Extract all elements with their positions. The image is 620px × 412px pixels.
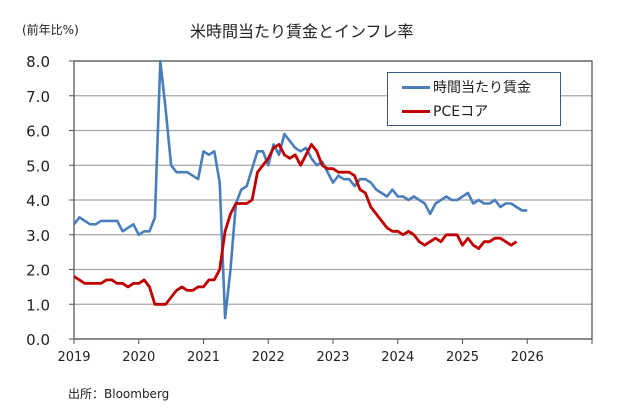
y-tick-label: 5.0 — [26, 157, 50, 175]
source-note: 出所：Bloomberg — [68, 387, 170, 401]
x-tick-label: 2026 — [511, 350, 544, 365]
x-tick-label: 2021 — [187, 350, 220, 365]
x-tick-label: 2020 — [122, 350, 155, 365]
x-tick-label: 2022 — [252, 350, 285, 365]
x-tick-label: 2024 — [381, 350, 414, 365]
legend-swatch-pce — [402, 109, 430, 113]
y-tick-label: 6.0 — [26, 123, 50, 141]
x-tick-label: 2019 — [57, 350, 90, 365]
legend-swatch-wages — [402, 85, 430, 89]
y-tick-label: 0.0 — [26, 331, 50, 349]
plot-area-border — [73, 60, 593, 340]
x-tick-label: 2025 — [446, 350, 479, 365]
y-tick-label: 7.0 — [26, 88, 50, 106]
y-tick-label: 8.0 — [26, 53, 50, 71]
x-tick-label: 2023 — [316, 350, 349, 365]
y-tick-label: 3.0 — [26, 227, 50, 245]
series-line-pce-core — [73, 142, 518, 306]
y-tick-label: 2.0 — [26, 262, 50, 280]
chart-title: 米時間当たり賃金とインフレ率 — [190, 22, 414, 41]
legend-item-wages: 時間当たり賃金 — [402, 77, 531, 97]
y-tick-label: 1.0 — [26, 296, 50, 314]
y-tick-label: 4.0 — [26, 192, 50, 210]
legend-label-wages: 時間当たり賃金 — [433, 80, 531, 96]
legend: 時間当たり賃金 PCEコア — [387, 72, 561, 126]
legend-label-pce: PCEコア — [433, 104, 489, 120]
legend-item-pce: PCEコア — [402, 101, 488, 121]
series-line-wages — [72, 59, 528, 320]
y-axis-unit-label: (前年比%) — [22, 23, 79, 37]
